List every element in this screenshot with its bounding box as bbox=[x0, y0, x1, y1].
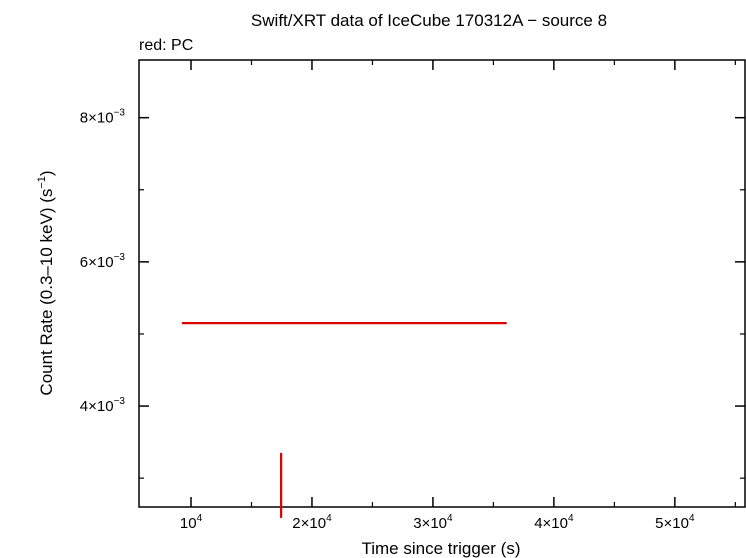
chart-subtitle: red: PC bbox=[139, 37, 193, 54]
y-axis-label-sup: −1 bbox=[36, 176, 48, 189]
y-axis-label-main: Count Rate (0.3–10 keV) (s bbox=[37, 189, 56, 396]
x-tick-label: 4×104 bbox=[534, 513, 574, 532]
x-tick-labels: 104 2×104 3×104 4×104 5×104 bbox=[180, 513, 695, 532]
y-tick-label: 4×10−3 bbox=[80, 396, 126, 415]
y-tick-labels: 4×10−3 6×10−3 8×10−3 bbox=[80, 108, 126, 415]
y-axis-label: Count Rate (0.3–10 keV) (s−1) bbox=[36, 170, 56, 395]
axis-ticks bbox=[139, 60, 745, 507]
x-tick-label: 104 bbox=[180, 513, 203, 532]
y-axis-label-tail: ) bbox=[37, 170, 56, 176]
plot-frame bbox=[138, 59, 746, 508]
data-points bbox=[181, 322, 507, 518]
x-tick-label: 3×104 bbox=[413, 513, 453, 532]
x-tick-label: 5×104 bbox=[655, 513, 695, 532]
data-point bbox=[181, 322, 507, 518]
y-tick-label: 8×10−3 bbox=[80, 108, 126, 127]
x-axis-label: Time since trigger (s) bbox=[361, 539, 520, 558]
chart-title: Swift/XRT data of IceCube 170312A − sour… bbox=[251, 11, 607, 30]
y-tick-label: 6×10−3 bbox=[80, 252, 126, 271]
x-tick-label: 2×104 bbox=[292, 513, 332, 532]
